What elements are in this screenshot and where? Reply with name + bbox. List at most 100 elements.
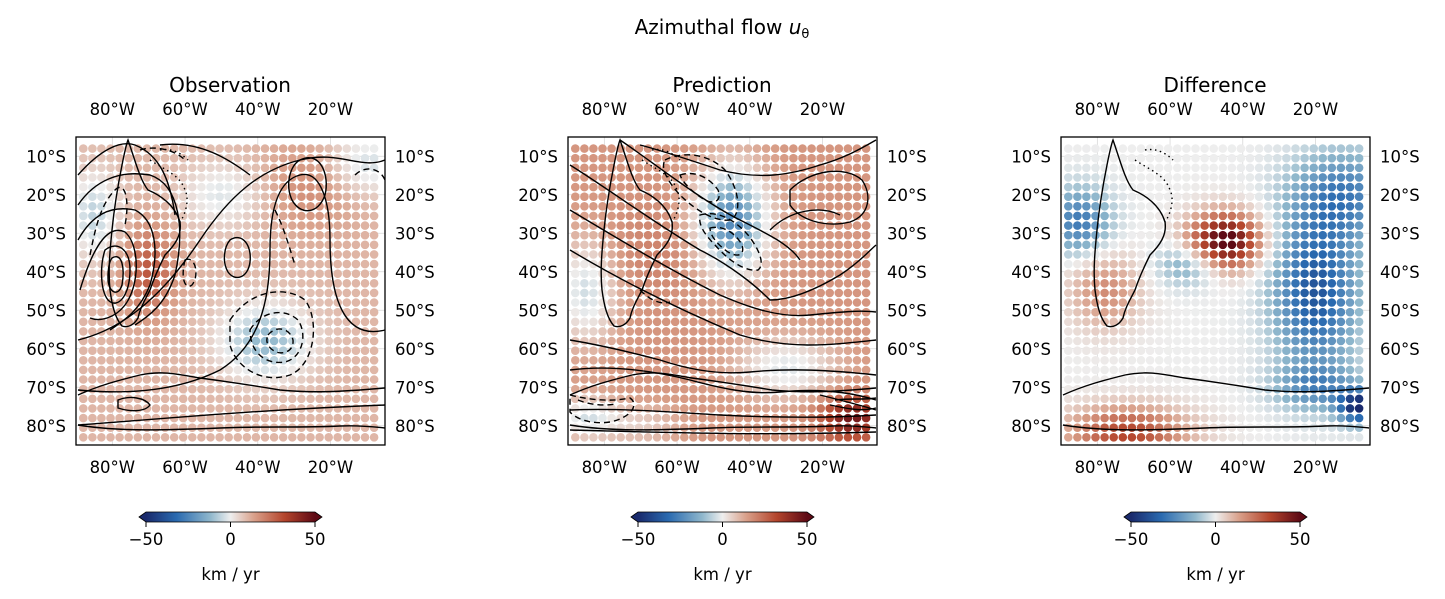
heatmap-cell xyxy=(761,279,771,288)
heatmap-cell xyxy=(1218,298,1228,307)
heatmap-cell xyxy=(707,375,716,384)
heatmap-cell xyxy=(297,269,306,279)
heatmap-cell xyxy=(1064,413,1073,423)
heatmap-cell xyxy=(1336,250,1346,259)
heatmap-cell xyxy=(1136,413,1146,423)
heatmap-cell xyxy=(761,250,771,259)
heatmap-cell xyxy=(297,433,306,442)
heatmap-cell xyxy=(1200,356,1209,365)
heatmap-cell xyxy=(233,298,243,307)
x-tick-top: 40°W xyxy=(235,100,281,119)
heatmap-cell xyxy=(306,336,315,346)
heatmap-cell xyxy=(1245,269,1255,279)
heatmap-cell xyxy=(1182,365,1191,375)
heatmap-cell xyxy=(1064,269,1073,279)
heatmap-cell xyxy=(188,356,197,365)
heatmap-cell xyxy=(206,259,215,269)
heatmap-cell xyxy=(315,211,324,221)
heatmap-cell xyxy=(734,153,744,163)
heatmap-cell xyxy=(306,298,315,307)
heatmap-cell xyxy=(242,288,252,298)
heatmap-cell xyxy=(816,192,825,201)
heatmap-cell xyxy=(1209,433,1218,442)
heatmap-cell xyxy=(780,192,789,201)
heatmap-cell xyxy=(1118,279,1128,288)
heatmap-cell xyxy=(580,279,589,288)
heatmap-cell xyxy=(297,192,306,201)
heatmap-cell xyxy=(1273,394,1282,404)
heatmap-cell xyxy=(1091,230,1100,240)
heatmap-cell xyxy=(571,144,580,153)
heatmap-cell xyxy=(661,346,671,356)
heatmap-cell xyxy=(97,192,106,201)
y-tick-right: 30°S xyxy=(395,224,435,243)
heatmap-cell xyxy=(1218,404,1228,413)
heatmap-cell xyxy=(206,317,215,327)
heatmap-cell xyxy=(825,163,834,173)
heatmap-cell xyxy=(324,394,334,404)
heatmap-cell xyxy=(1109,279,1118,288)
heatmap-cell xyxy=(1163,279,1173,288)
heatmap-cell xyxy=(115,346,124,356)
heatmap-cell xyxy=(1318,173,1327,182)
heatmap-cell xyxy=(224,221,233,230)
heatmap-cell xyxy=(178,250,188,259)
heatmap-cell xyxy=(306,346,315,356)
heatmap-cell xyxy=(725,288,735,298)
heatmap-cell xyxy=(634,394,644,404)
heatmap-cell xyxy=(1209,413,1218,423)
heatmap-cell xyxy=(1091,269,1100,279)
heatmap-cell xyxy=(834,221,844,230)
heatmap-cell xyxy=(752,298,762,307)
heatmap-cell xyxy=(351,423,361,433)
heatmap-cell xyxy=(716,153,725,163)
heatmap-cell xyxy=(324,375,334,384)
heatmap-cell xyxy=(1318,423,1327,433)
heatmap-cell xyxy=(1145,423,1155,433)
heatmap-cell xyxy=(151,250,161,259)
heatmap-cell xyxy=(789,279,798,288)
heatmap-cell xyxy=(1354,202,1364,211)
heatmap-cell xyxy=(1082,413,1091,423)
heatmap-cell xyxy=(598,279,607,288)
heatmap-cell xyxy=(151,221,161,230)
heatmap-cell xyxy=(761,202,771,211)
heatmap-cell xyxy=(1263,404,1273,413)
heatmap-cell xyxy=(580,346,589,356)
heatmap-cell xyxy=(1327,182,1337,192)
heatmap-cell xyxy=(816,250,825,259)
heatmap-cell xyxy=(1154,336,1164,346)
heatmap-cell xyxy=(306,356,315,365)
heatmap-cell xyxy=(707,384,716,394)
heatmap-cell xyxy=(680,202,689,211)
heatmap-cell xyxy=(97,240,106,250)
heatmap-cell xyxy=(1182,211,1191,221)
heatmap-cell xyxy=(780,144,789,153)
heatmap-cell xyxy=(1345,250,1355,259)
heatmap-cell xyxy=(1154,182,1164,192)
heatmap-cell xyxy=(1227,288,1237,298)
heatmap-cell xyxy=(1073,173,1082,182)
heatmap-cell xyxy=(1145,394,1155,404)
heatmap-cell xyxy=(242,202,252,211)
heatmap-cell xyxy=(780,413,789,423)
heatmap-cell xyxy=(1263,192,1273,201)
heatmap-cell xyxy=(324,317,334,327)
heatmap-cell xyxy=(297,375,306,384)
heatmap-cell xyxy=(789,298,798,307)
heatmap-cell xyxy=(1263,433,1273,442)
heatmap-cell xyxy=(816,433,825,442)
heatmap-cell xyxy=(816,259,825,269)
heatmap-cell xyxy=(160,279,170,288)
y-tick-right: 50°S xyxy=(887,301,927,320)
heatmap-cell xyxy=(288,375,297,384)
heatmap-cell xyxy=(1300,259,1309,269)
colorbar-extend-low xyxy=(631,512,638,522)
heatmap-cell xyxy=(278,298,288,307)
heatmap-cell xyxy=(233,269,243,279)
heatmap-cell xyxy=(861,298,871,307)
heatmap-cell xyxy=(160,327,170,336)
heatmap-cell xyxy=(1073,153,1082,163)
heatmap-cell xyxy=(251,269,261,279)
heatmap-cell xyxy=(1300,250,1309,259)
